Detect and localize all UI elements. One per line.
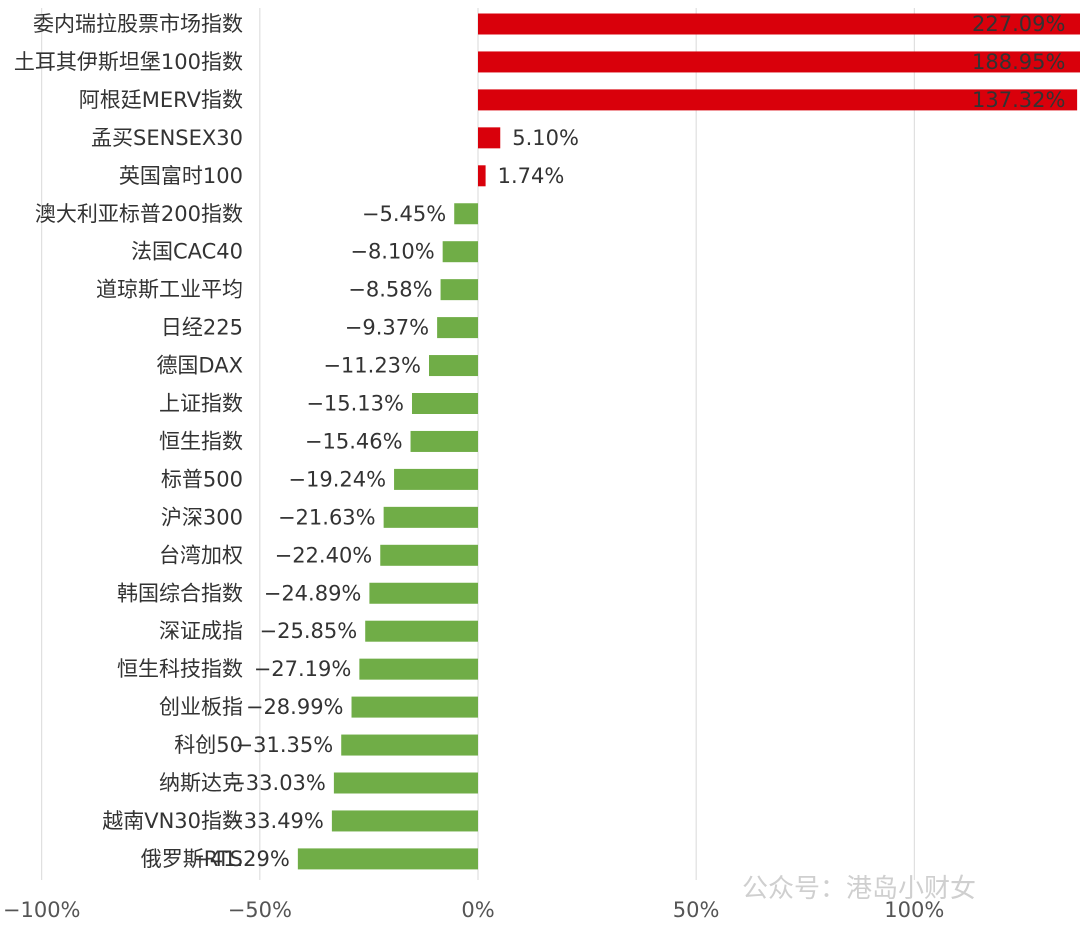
bar bbox=[297, 848, 478, 870]
category-label: 越南VN30指数 bbox=[102, 809, 243, 833]
category-label: 纳斯达克 bbox=[159, 771, 243, 795]
category-label: 法国CAC40 bbox=[131, 240, 243, 264]
data-label: −15.13% bbox=[306, 392, 404, 416]
category-label: 上证指数 bbox=[159, 392, 243, 416]
bar bbox=[440, 279, 478, 301]
category-label: 韩国综合指数 bbox=[117, 581, 243, 605]
category-label: 沪深300 bbox=[161, 505, 243, 529]
data-label: 137.32% bbox=[972, 88, 1065, 112]
data-label: −41.29% bbox=[192, 847, 290, 871]
x-tick-label: 50% bbox=[673, 898, 720, 922]
data-label: −33.49% bbox=[226, 809, 324, 833]
bar bbox=[380, 544, 478, 566]
bar bbox=[442, 241, 478, 263]
x-tick-label: 100% bbox=[884, 898, 944, 922]
data-label: −19.24% bbox=[288, 467, 386, 491]
watermark: 公众号：港岛小财女 bbox=[742, 874, 976, 904]
x-tick-label: −50% bbox=[228, 898, 292, 922]
category-label: 澳大利亚标普200指数 bbox=[35, 202, 243, 226]
data-label: −9.37% bbox=[345, 316, 429, 340]
data-label: −27.19% bbox=[254, 657, 352, 681]
bar bbox=[429, 355, 478, 377]
data-label: −24.89% bbox=[264, 581, 362, 605]
bar bbox=[341, 734, 478, 756]
data-label: −5.45% bbox=[362, 202, 446, 226]
category-label: 科创50 bbox=[174, 733, 243, 757]
bars bbox=[297, 13, 1080, 870]
bar bbox=[351, 696, 478, 718]
bar bbox=[365, 620, 478, 642]
category-label: 俄罗斯RTS bbox=[141, 847, 243, 871]
data-label: −22.40% bbox=[275, 543, 373, 567]
bar bbox=[369, 582, 478, 604]
category-label: 台湾加权 bbox=[159, 543, 243, 567]
category-label: 恒生科技指数 bbox=[117, 657, 243, 681]
data-label: −15.46% bbox=[305, 429, 403, 453]
data-label: −8.10% bbox=[350, 240, 434, 264]
bar bbox=[478, 13, 1080, 35]
bar bbox=[331, 810, 478, 832]
category-label: 日经225 bbox=[161, 316, 243, 340]
data-label: 5.10% bbox=[512, 126, 579, 150]
bar bbox=[359, 658, 478, 680]
category-label: 阿根廷MERV指数 bbox=[79, 88, 243, 112]
data-label: −8.58% bbox=[348, 278, 432, 302]
category-label: 恒生指数 bbox=[159, 429, 243, 453]
bar bbox=[383, 506, 478, 528]
data-label: −28.99% bbox=[246, 695, 344, 719]
x-tick-label: 0% bbox=[461, 898, 494, 922]
data-label: −25.85% bbox=[260, 619, 358, 643]
category-label: 英国富时100 bbox=[119, 164, 243, 188]
category-labels: 委内瑞拉股票市场指数土耳其伊斯坦堡100指数阿根廷MERV指数孟买SENSEX3… bbox=[14, 12, 243, 871]
bar bbox=[411, 393, 478, 414]
category-label: 土耳其伊斯坦堡100指数 bbox=[14, 50, 243, 74]
category-label: 德国DAX bbox=[156, 354, 243, 378]
bar bbox=[478, 89, 1078, 111]
x-tick-label: −100% bbox=[3, 898, 81, 922]
category-label: 孟买SENSEX30 bbox=[91, 126, 243, 150]
bar bbox=[478, 165, 486, 187]
bar bbox=[437, 317, 478, 339]
bar bbox=[333, 772, 478, 794]
category-label: 标普500 bbox=[161, 467, 243, 491]
data-label: −33.03% bbox=[228, 771, 326, 795]
category-label: 创业板指 bbox=[159, 695, 243, 719]
value-labels: 227.09% 188.95% 137.32% 5.10% 1.74% −5.45% −8.… bbox=[192, 12, 1065, 871]
bar bbox=[454, 203, 478, 225]
category-label: 委内瑞拉股票市场指数 bbox=[33, 12, 243, 36]
data-label: −31.35% bbox=[236, 733, 334, 757]
data-label: 188.95% bbox=[972, 50, 1065, 74]
bar bbox=[478, 127, 501, 149]
data-label: 1.74% bbox=[498, 164, 565, 188]
data-label: −21.63% bbox=[278, 505, 376, 529]
data-label: 227.09% bbox=[972, 12, 1065, 36]
data-label: −11.23% bbox=[323, 354, 421, 378]
bar bbox=[394, 468, 478, 490]
category-label: 深证成指 bbox=[159, 619, 243, 643]
x-axis-tick-labels: −100%−50%0%50%100%150%200%250% bbox=[3, 898, 944, 922]
category-label: 道琼斯工业平均 bbox=[96, 278, 243, 302]
bar bbox=[410, 430, 478, 452]
bar bbox=[478, 51, 1080, 73]
